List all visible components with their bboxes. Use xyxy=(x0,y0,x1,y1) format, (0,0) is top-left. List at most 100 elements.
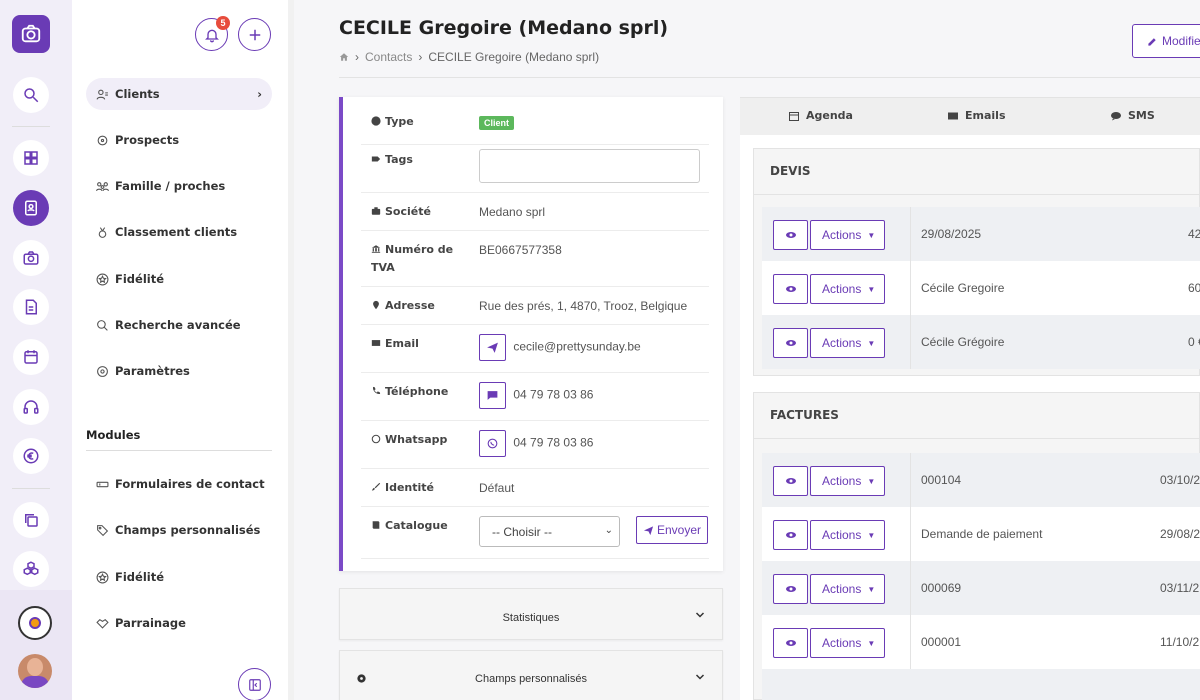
info-row-whatsapp: Whatsapp 04 79 78 03 86 xyxy=(361,421,709,469)
whatsapp-button[interactable] xyxy=(479,430,506,457)
column-divider xyxy=(910,615,911,669)
send-email-button[interactable] xyxy=(479,334,506,361)
factures-title: FACTURES xyxy=(754,393,1199,439)
column-divider xyxy=(910,507,911,561)
app-logo-icon[interactable] xyxy=(12,15,50,53)
envelope-icon xyxy=(948,112,958,119)
eye-icon xyxy=(785,340,796,346)
eye-icon xyxy=(785,286,796,292)
info-row-type: Type Client xyxy=(361,97,709,145)
chevron-down-icon xyxy=(694,671,706,686)
pencil-icon xyxy=(1148,37,1156,46)
actions-dropdown[interactable]: Actions ▼ xyxy=(810,628,885,658)
rail-divider xyxy=(12,488,50,489)
nav-item-recherche[interactable]: Recherche avancée xyxy=(86,309,272,341)
eye-icon xyxy=(785,478,796,484)
envoyer-button[interactable]: Envoyer xyxy=(636,516,708,544)
nav-label: Prospects xyxy=(115,133,180,147)
nav-item-fidelite-module[interactable]: Fidélité xyxy=(86,561,272,593)
dashboard-icon[interactable] xyxy=(13,140,49,176)
gear-icon xyxy=(356,673,367,687)
panel-title: Statistiques xyxy=(502,612,560,624)
modules-heading: Modules xyxy=(86,428,272,451)
tags-input[interactable] xyxy=(479,149,700,183)
factures-box: FACTURES Actions ▼ 000104 03/10/2 Actions… xyxy=(753,392,1200,700)
nav-item-prospects[interactable]: Prospects xyxy=(86,124,272,156)
collapse-sidebar-button[interactable] xyxy=(238,668,271,700)
nav-item-clients[interactable]: Clients › xyxy=(86,78,272,110)
info-row-tags: Tags xyxy=(361,145,709,193)
view-button[interactable] xyxy=(773,274,808,304)
family-icon xyxy=(96,181,109,191)
nav-label: Parrainage xyxy=(115,616,186,630)
home-icon[interactable] xyxy=(339,52,349,62)
modify-button[interactable]: Modifier xyxy=(1132,24,1200,58)
champs-personnalises-panel[interactable]: Champs personnalisés xyxy=(339,650,723,700)
nav-item-famille[interactable]: Famille / proches xyxy=(86,170,272,202)
status-badge: Client xyxy=(479,116,515,130)
actions-dropdown[interactable]: Actions ▼ xyxy=(810,520,885,550)
column-divider xyxy=(910,561,911,615)
row-cell: 42 xyxy=(1188,227,1200,241)
panel-title: Champs personnalisés xyxy=(475,673,587,685)
actions-dropdown[interactable]: Actions ▼ xyxy=(810,466,885,496)
tab-agenda[interactable]: Agenda xyxy=(788,109,853,122)
statistiques-panel[interactable]: Statistiques xyxy=(339,588,723,640)
info-row-societe: Société Medano sprl xyxy=(361,193,709,231)
tab-sms[interactable]: SMS xyxy=(1110,109,1155,122)
view-button[interactable] xyxy=(773,466,808,496)
actions-dropdown[interactable]: Actions ▼ xyxy=(810,574,885,604)
row-cell: 03/10/2 xyxy=(1160,473,1200,487)
view-button[interactable] xyxy=(773,628,808,658)
handshake-icon xyxy=(96,618,109,629)
paper-plane-icon xyxy=(487,342,498,353)
eye-icon xyxy=(785,232,796,238)
info-row-tva: Numéro de TVA BE0667577358 xyxy=(361,231,709,287)
sidebar-scrollbar[interactable] xyxy=(288,0,294,700)
nav-label: Famille / proches xyxy=(115,179,226,193)
status-orb-icon[interactable] xyxy=(18,606,52,640)
map-marker-icon xyxy=(373,300,379,310)
column-divider xyxy=(910,453,911,507)
nav-item-parametres[interactable]: Paramètres xyxy=(86,355,272,387)
view-button[interactable] xyxy=(773,328,808,358)
camera-icon[interactable] xyxy=(13,240,49,276)
nav-item-parrainage[interactable]: Parrainage xyxy=(86,607,272,639)
nav-item-formulaires[interactable]: Formulaires de contact xyxy=(86,468,272,500)
tab-emails[interactable]: Emails xyxy=(947,109,1006,122)
search-icon[interactable] xyxy=(13,77,49,113)
view-button[interactable] xyxy=(773,574,808,604)
add-button[interactable] xyxy=(238,18,271,51)
notifications-button[interactable] xyxy=(195,18,228,51)
view-button[interactable] xyxy=(773,220,808,250)
search-icon xyxy=(97,319,108,331)
send-sms-button[interactable] xyxy=(479,382,506,409)
actions-dropdown[interactable]: Actions ▼ xyxy=(810,328,885,358)
nav-label: Clients xyxy=(115,87,160,101)
nav-item-fidelite[interactable]: Fidélité xyxy=(86,263,272,295)
avatar[interactable] xyxy=(18,654,52,688)
catalogue-select[interactable]: -- Choisir -- ⌄ xyxy=(479,516,620,547)
contacts-icon[interactable] xyxy=(13,190,49,226)
info-icon xyxy=(371,116,381,126)
view-button[interactable] xyxy=(773,520,808,550)
calendar-icon[interactable] xyxy=(13,339,49,375)
table-row: Actions ▼ 29/08/2025 42 xyxy=(762,207,1200,261)
breadcrumb-contacts-link[interactable]: Contacts xyxy=(365,50,413,64)
table-row: Actions ▼ 000069 03/11/2 xyxy=(762,561,1200,615)
euro-icon[interactable] xyxy=(13,438,49,474)
identite-value: Défaut xyxy=(479,481,515,495)
actions-dropdown[interactable]: Actions ▼ xyxy=(810,220,885,250)
document-icon[interactable] xyxy=(13,289,49,325)
cubes-icon[interactable] xyxy=(13,551,49,587)
settings-icon xyxy=(97,365,108,377)
nav-item-champs[interactable]: Champs personnalisés xyxy=(86,514,272,546)
nav-item-classement[interactable]: Classement clients xyxy=(86,216,272,248)
tabs-bar: Agenda Emails SMS xyxy=(740,97,1200,135)
support-icon[interactable] xyxy=(13,389,49,425)
header-divider xyxy=(339,77,1200,78)
copy-icon[interactable] xyxy=(13,502,49,538)
user-list-icon xyxy=(96,89,108,100)
actions-dropdown[interactable]: Actions ▼ xyxy=(810,274,885,304)
email-value: cecile@prettysunday.be xyxy=(513,339,641,354)
